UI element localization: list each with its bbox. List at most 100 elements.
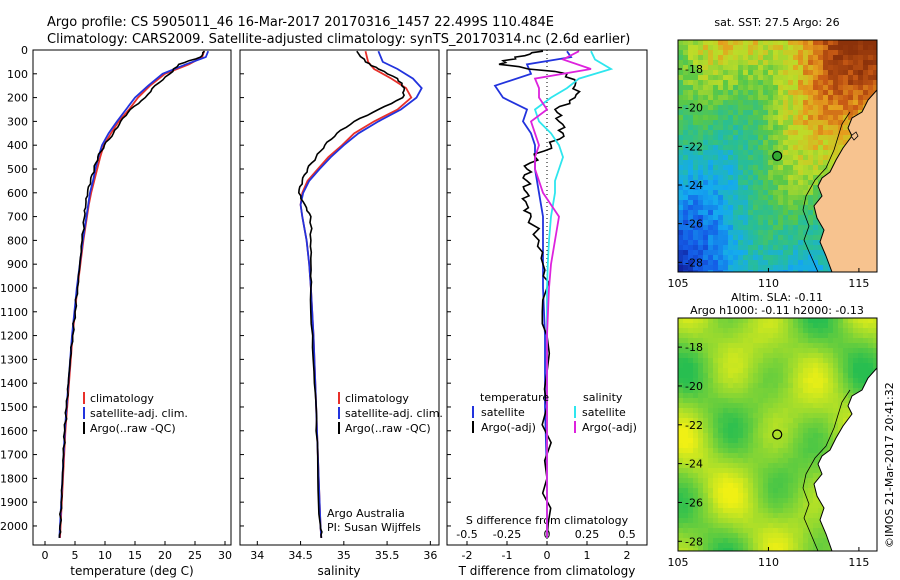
sla-cell [758,528,763,533]
sla-cell [828,323,833,328]
legend-title-temperature: temperature [480,391,549,404]
sla-cell [763,483,768,488]
sst-cell [808,250,813,255]
sst-cell [733,50,738,55]
sla-cell [828,373,833,378]
sla-cell [768,358,773,363]
sst-cell [733,250,738,255]
sst-cell [818,165,823,170]
sla-cell [753,338,758,343]
sst-cell [733,115,738,120]
sst-cell [833,110,838,115]
sst-cell [753,170,758,175]
sst-cell [828,150,833,155]
sla-cell [773,523,778,528]
sst-cell [743,230,748,235]
sla-cell [678,328,683,333]
sla-cell [683,403,688,408]
sst-cell [683,65,688,70]
sla-cell [848,378,853,383]
sla-cell [763,453,768,458]
sst-cell [773,245,778,250]
sst-cell [728,195,733,200]
sst-cell [758,210,763,215]
sla-cell [798,538,803,543]
sla-cell [783,333,788,338]
sst-cell [753,150,758,155]
sla-cell [688,338,693,343]
sla-cell [718,393,723,398]
salinity-legend: climatology satellite-adj. clim. Argo(..… [327,392,443,534]
sla-cell [678,353,683,358]
sla-cell [853,363,858,368]
sst-cell [698,265,703,270]
sst-cell [713,50,718,55]
sst-cell [798,65,803,70]
sst-cell [718,180,723,185]
sla-cell [758,428,763,433]
sla-cell [828,423,833,428]
sst-cell [688,195,693,200]
y-tick-label: 600 [7,187,28,200]
sst-cell [683,70,688,75]
sst-cell [698,160,703,165]
sst-cell [683,255,688,260]
sla-cell [773,333,778,338]
sla-cell [728,548,733,551]
x-tick-label: 36 [423,549,437,562]
sst-cell [758,140,763,145]
sst-cell [688,205,693,210]
sst-cell [798,180,803,185]
sla-cell [728,523,733,528]
sla-cell [753,473,758,478]
sst-cell [698,75,703,80]
sst-cell [753,80,758,85]
sla-cell [753,358,758,363]
sst-cell [738,215,743,220]
sla-cell [818,398,823,403]
sst-cell [793,100,798,105]
sla-cell [793,338,798,343]
sst-cell [798,195,803,200]
sla-cell [788,433,793,438]
sst-cell [713,175,718,180]
sla-cell [748,398,753,403]
sst-cell [728,150,733,155]
sla-cell [793,543,798,548]
sla-cell [793,343,798,348]
sla-cell [688,323,693,328]
sst-cell [778,90,783,95]
sst-cell [788,155,793,160]
sst-cell [703,125,708,130]
sst-cell [808,135,813,140]
sla-cell [823,538,828,543]
sst-cell [738,80,743,85]
sla-cell [688,478,693,483]
sla-cell [798,433,803,438]
sst-cell [758,195,763,200]
sla-cell [823,338,828,343]
sla-cell [813,323,818,328]
sst-cell [728,140,733,145]
sla-cell [798,403,803,408]
sla-cell [733,353,738,358]
sla-cell [778,333,783,338]
sla-cell [838,348,843,353]
sst-cell [783,195,788,200]
sst-cell [793,145,798,150]
sla-cell [818,328,823,333]
sla-cell [808,488,813,493]
sst-cell [688,70,693,75]
sla-cell [798,408,803,413]
sst-cell [823,265,828,270]
sst-cell [728,210,733,215]
sla-cell [833,323,838,328]
sla-cell [693,393,698,398]
sla-cell [738,538,743,543]
sla-cell [698,448,703,453]
sla-cell [808,473,813,478]
sla-cell [713,508,718,513]
sst-cell [843,110,848,115]
sst-cell [793,220,798,225]
sst-cell [773,175,778,180]
